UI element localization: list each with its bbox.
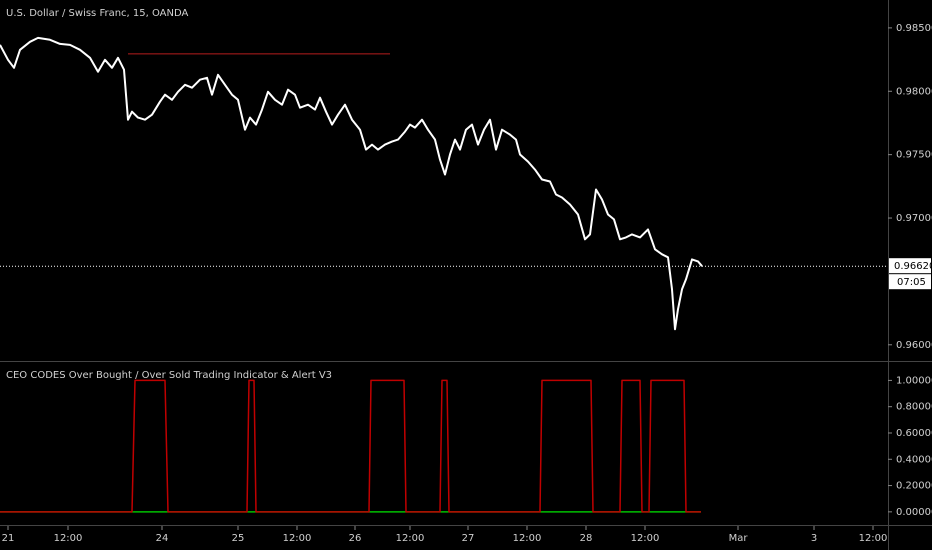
x-tick-label: 12:00 xyxy=(396,533,425,544)
last-price-box xyxy=(889,258,931,274)
series-line xyxy=(0,379,701,513)
countdown-box xyxy=(889,274,931,290)
last-price-label: 0.96620 xyxy=(894,261,932,272)
x-tick-label: 27 xyxy=(462,533,475,544)
x-tick-label: 21 xyxy=(2,533,15,544)
pane-title: U.S. Dollar / Swiss Franc, 15, OANDA xyxy=(6,8,189,19)
x-tick-label: 3 xyxy=(811,533,817,544)
series-line xyxy=(0,36,703,331)
x-tick-label: 12:00 xyxy=(859,533,888,544)
x-tick-label: Mar xyxy=(729,533,749,544)
x-tick-label: 25 xyxy=(232,533,245,544)
x-tick-label: 12:00 xyxy=(54,533,83,544)
x-tick-label: 28 xyxy=(580,533,593,544)
pane-title: CEO CODES Over Bought / Over Sold Tradin… xyxy=(6,370,332,381)
countdown-label: 07:05 xyxy=(897,277,926,288)
x-tick-label: 24 xyxy=(156,533,169,544)
x-tick-label: 12:00 xyxy=(631,533,660,544)
x-tick-label: 12:00 xyxy=(513,533,542,544)
x-tick-label: 12:00 xyxy=(283,533,312,544)
x-tick-label: 26 xyxy=(349,533,362,544)
y-tick-label: 0.80000 xyxy=(896,402,932,413)
